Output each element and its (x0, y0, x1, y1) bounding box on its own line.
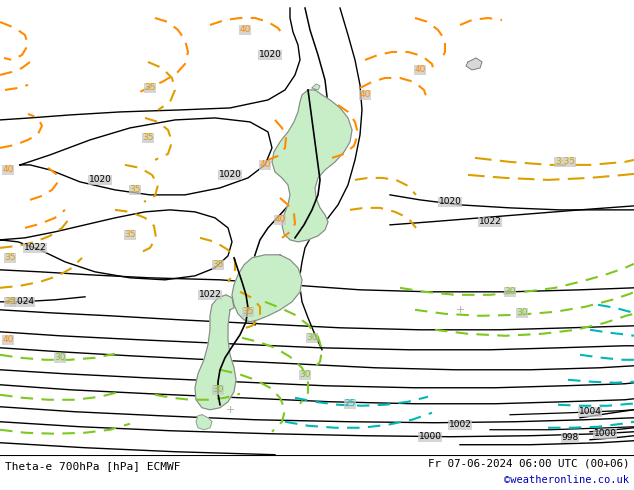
Text: 998: 998 (561, 433, 579, 442)
Text: 30: 30 (212, 385, 224, 394)
Polygon shape (272, 90, 352, 242)
Text: 1004: 1004 (579, 407, 602, 416)
Text: 30: 30 (55, 353, 66, 362)
Text: 1020: 1020 (439, 197, 462, 206)
Text: 40: 40 (3, 166, 14, 174)
Polygon shape (466, 58, 482, 70)
Text: 1000: 1000 (418, 432, 441, 441)
Polygon shape (196, 415, 212, 430)
Text: Fr 07-06-2024 06:00 UTC (00+06): Fr 07-06-2024 06:00 UTC (00+06) (427, 459, 629, 469)
Text: 1002: 1002 (449, 420, 472, 429)
Text: 1022: 1022 (23, 244, 46, 252)
Text: 3·35: 3·35 (555, 157, 575, 167)
Text: 1022: 1022 (479, 218, 501, 226)
Text: 1022: 1022 (198, 290, 221, 299)
Text: 35: 35 (145, 83, 156, 93)
Text: 40: 40 (3, 335, 14, 344)
Text: 40: 40 (239, 25, 250, 34)
Text: +: + (225, 405, 235, 415)
Text: 35: 35 (4, 297, 16, 306)
Text: -1024: -1024 (9, 297, 35, 306)
Text: 1020: 1020 (219, 171, 242, 179)
Text: 35: 35 (242, 307, 254, 317)
Text: +: + (455, 305, 465, 315)
Polygon shape (232, 255, 302, 322)
Text: 40: 40 (275, 216, 286, 224)
Text: ©weatheronline.co.uk: ©weatheronline.co.uk (504, 475, 629, 485)
Text: 1020: 1020 (89, 175, 112, 184)
Text: 30: 30 (504, 287, 515, 296)
Text: 40: 40 (414, 66, 425, 74)
Text: 30: 30 (516, 308, 527, 318)
Text: 1000: 1000 (593, 429, 616, 438)
Text: 40: 40 (359, 91, 371, 99)
Text: 25: 25 (344, 399, 356, 408)
Text: 1020: 1020 (259, 50, 281, 59)
Text: 30: 30 (306, 333, 318, 343)
Text: 30: 30 (299, 370, 311, 379)
Text: Theta-e 700hPa [hPa] ECMWF: Theta-e 700hPa [hPa] ECMWF (5, 461, 181, 471)
Text: 40: 40 (259, 160, 271, 170)
Text: 35: 35 (4, 253, 16, 262)
Polygon shape (195, 295, 236, 410)
Text: 35: 35 (142, 133, 154, 143)
Polygon shape (312, 84, 320, 90)
Text: 35: 35 (129, 185, 141, 195)
Text: 35: 35 (212, 260, 224, 270)
Text: 35: 35 (124, 230, 136, 239)
